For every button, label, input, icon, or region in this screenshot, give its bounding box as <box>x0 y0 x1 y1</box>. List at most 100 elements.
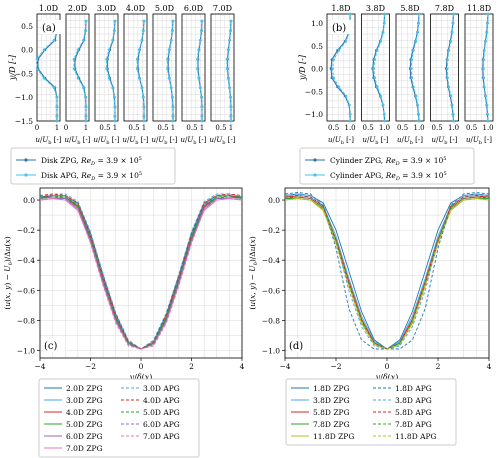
profile-marker <box>142 19 146 23</box>
y-tick-label: −0.6 <box>262 286 280 295</box>
profile-marker <box>449 94 453 98</box>
profile-marker <box>82 86 85 89</box>
y-tick-label: −0.5 <box>15 69 33 78</box>
profile-marker <box>142 119 146 123</box>
x-tick-label: 1.0 <box>344 124 355 132</box>
profile-marker <box>35 67 39 70</box>
x-tick-label: 0.5 <box>128 124 139 132</box>
profile-marker <box>484 94 488 98</box>
x-axis-label: y/δ(x) <box>375 373 399 382</box>
profile-marker <box>344 94 348 98</box>
subplot-frame <box>326 13 356 122</box>
panel-label-bg <box>288 338 310 352</box>
profile-marker <box>167 76 171 80</box>
profile-marker <box>111 38 114 42</box>
x-tick-label: 0.5 <box>99 124 110 132</box>
profile-marker <box>447 85 451 89</box>
profile-marker <box>225 67 229 70</box>
x-axis-label: u/Ub [-] <box>209 136 235 146</box>
profile-marker <box>142 105 146 108</box>
profile-marker <box>344 40 348 43</box>
profile-marker <box>486 112 490 116</box>
profile-marker <box>332 76 335 79</box>
profile-marker <box>42 76 46 80</box>
panel-label: (d) <box>289 341 303 352</box>
station-label: 5.0D <box>155 4 174 13</box>
profile-marker <box>417 12 421 16</box>
profile-marker <box>226 76 230 80</box>
profile-marker <box>169 86 173 89</box>
series-line <box>284 198 490 350</box>
station-label: 6.0D <box>184 4 203 13</box>
profile-line <box>166 21 174 121</box>
profile-marker <box>84 95 87 99</box>
x-tick-label: 1.0 <box>448 124 459 132</box>
x-tick-label: 0.5 <box>186 124 197 132</box>
x-tick-label: 0.5 <box>432 124 443 132</box>
y-tick-label: −0.8 <box>17 316 35 325</box>
x-tick-label: 0.5 <box>328 124 339 132</box>
profile-marker <box>167 48 171 51</box>
profile-marker <box>412 85 415 89</box>
profile-marker <box>482 76 486 79</box>
profile-marker <box>446 76 449 79</box>
x-tick-label: 0 <box>64 124 68 132</box>
station-label: 4.0D <box>126 4 145 13</box>
profile-marker <box>200 105 204 108</box>
legend-marker <box>313 173 317 177</box>
x-axis-label: u/Ub [-] <box>397 136 423 146</box>
y-axis-label: y/D [-] <box>298 54 307 81</box>
x-axis-label: u/Ub [-] <box>466 136 492 146</box>
panel-c: −4 −2 0 2 4 0.0 −0.2 −0.4 −0.6 −0.8 −1.0 y/δ(x) (u(x… <box>3 187 245 458</box>
y-tick-label: −0.2 <box>262 226 280 235</box>
panel-label-bg <box>43 338 65 352</box>
profile-marker <box>166 67 169 70</box>
profile-line <box>73 21 87 121</box>
profile-marker <box>166 57 169 61</box>
profile-marker <box>112 29 116 32</box>
y-tick-label: 0.0 <box>268 196 280 205</box>
profile-marker <box>84 114 88 118</box>
profile-marker <box>381 103 385 107</box>
x-tick-label: 0.5 <box>363 124 374 132</box>
profile-marker <box>409 67 413 70</box>
profile-marker <box>113 19 117 23</box>
profile-marker <box>200 114 204 118</box>
profile-marker <box>55 105 59 108</box>
profile-marker <box>140 38 144 42</box>
y-tick-label: −0.2 <box>17 226 35 235</box>
profile-marker <box>137 76 141 80</box>
profile-marker <box>137 48 141 51</box>
profile-marker <box>416 103 420 107</box>
subplot-frame <box>210 13 235 122</box>
station-label: 3.8D <box>366 4 385 13</box>
legend-label: Disk APG, ReD = 3.9 × 105 <box>41 171 142 182</box>
profile-line <box>36 21 58 121</box>
profile-marker <box>414 40 418 43</box>
legend-label: 5.8D ZPG <box>313 408 350 417</box>
x-tick-label: 0.5 <box>466 124 477 132</box>
profile-marker <box>383 12 386 16</box>
station-label: 5.8D <box>400 4 419 13</box>
x-tick-label: 0.5 <box>157 124 168 132</box>
subplot-frame <box>464 13 494 122</box>
subplot-frame <box>395 13 425 122</box>
x-tick-label: −4 <box>34 362 45 371</box>
x-axis-label: u/Ub [-] <box>93 136 119 146</box>
profile-marker <box>331 67 334 70</box>
profile-marker <box>486 12 490 16</box>
profile-marker <box>225 57 229 61</box>
profile-marker <box>332 58 335 61</box>
legend-marker <box>313 158 317 162</box>
profile-marker <box>105 57 108 61</box>
x-tick-label: 2 <box>436 362 441 371</box>
legend-label: 4.0D ZPG <box>66 408 103 417</box>
series-line <box>39 193 243 350</box>
profile-marker <box>451 112 455 116</box>
legend-box <box>285 378 457 446</box>
y-tick-label: 0.0 <box>311 65 323 74</box>
profile-marker <box>229 19 233 23</box>
profile-marker <box>198 38 202 42</box>
x-axis-label: u/Ub [-] <box>122 136 148 146</box>
profile-marker <box>113 105 117 108</box>
